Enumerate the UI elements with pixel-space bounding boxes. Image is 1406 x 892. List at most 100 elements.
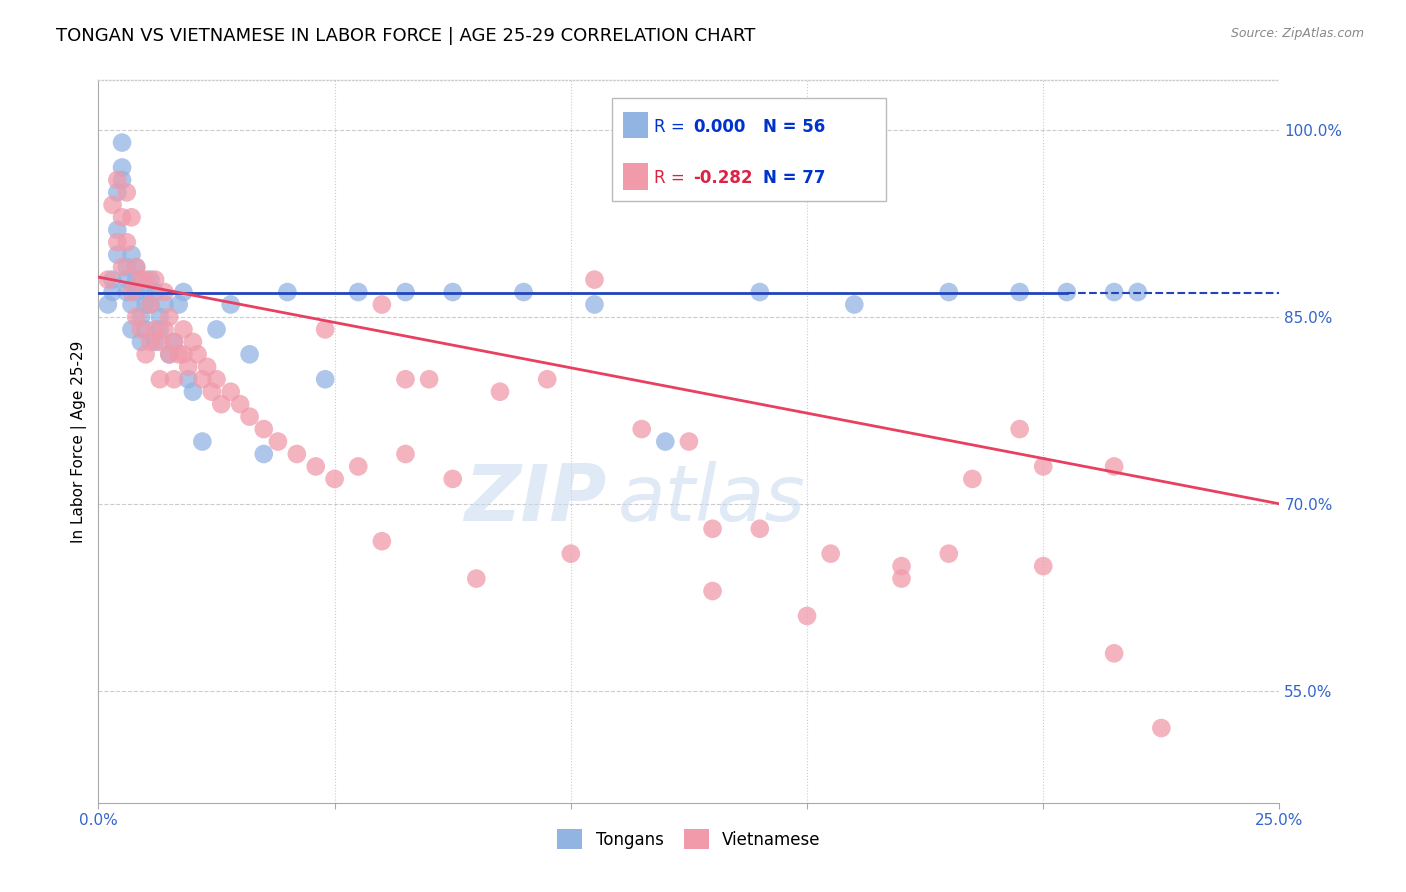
Point [129, 272, 152, 286]
Text: TONGAN VS VIETNAMESE IN LABOR FORCE | AGE 25-29 CORRELATION CHART: TONGAN VS VIETNAMESE IN LABOR FORCE | AG… [56, 27, 755, 45]
Text: R =: R = [654, 169, 690, 187]
Point [441, 285, 464, 299]
Point [139, 297, 162, 311]
Point [163, 372, 186, 386]
Point [181, 384, 204, 399]
Point [702, 522, 724, 536]
Point [314, 372, 336, 386]
Point [105, 173, 128, 187]
Point [465, 572, 488, 586]
Point [394, 447, 416, 461]
Point [121, 211, 143, 225]
Point [285, 447, 308, 461]
Text: -0.282: -0.282 [693, 169, 752, 187]
Point [149, 334, 172, 349]
Point [219, 384, 242, 399]
Point [157, 347, 180, 361]
Point [125, 272, 148, 286]
Point [135, 285, 157, 299]
Point [157, 347, 180, 361]
Point [347, 285, 370, 299]
Point [1150, 721, 1173, 735]
Point [121, 248, 143, 262]
Point [418, 372, 440, 386]
Point [153, 297, 176, 311]
Point [172, 347, 194, 361]
Point [121, 285, 143, 299]
Point [560, 547, 582, 561]
Point [583, 272, 606, 286]
Y-axis label: In Labor Force | Age 25-29: In Labor Force | Age 25-29 [72, 341, 87, 542]
Point [111, 173, 134, 187]
Point [149, 322, 172, 336]
Point [121, 322, 143, 336]
Point [111, 260, 134, 274]
Point [1126, 285, 1149, 299]
Point [135, 347, 157, 361]
Point [111, 161, 134, 175]
Point [748, 285, 770, 299]
Point [371, 297, 394, 311]
Point [111, 136, 134, 150]
Point [115, 272, 138, 286]
Point [125, 260, 148, 274]
Point [489, 384, 512, 399]
Point [201, 384, 224, 399]
Text: Source: ZipAtlas.com: Source: ZipAtlas.com [1230, 27, 1364, 40]
Point [583, 297, 606, 311]
Point [105, 223, 128, 237]
Point [135, 272, 157, 286]
Point [157, 310, 180, 324]
Point [678, 434, 700, 449]
Point [305, 459, 328, 474]
Point [105, 186, 128, 200]
Point [536, 372, 558, 386]
Point [205, 322, 228, 336]
Point [115, 235, 138, 250]
Point [129, 310, 152, 324]
Point [181, 334, 204, 349]
Point [938, 547, 960, 561]
Point [101, 198, 124, 212]
Text: N = 56: N = 56 [763, 118, 825, 136]
Point [267, 434, 290, 449]
Point [1032, 559, 1054, 574]
Point [1008, 422, 1031, 436]
Point [962, 472, 984, 486]
Point [111, 211, 134, 225]
Point [205, 372, 228, 386]
Point [253, 422, 276, 436]
Point [323, 472, 346, 486]
Point [125, 285, 148, 299]
Point [1008, 285, 1031, 299]
Point [844, 297, 866, 311]
Point [121, 297, 143, 311]
Point [890, 559, 912, 574]
Point [229, 397, 252, 411]
Point [1102, 459, 1125, 474]
Point [135, 322, 157, 336]
Point [143, 322, 166, 336]
Point [394, 372, 416, 386]
Point [702, 584, 724, 599]
Point [1102, 285, 1125, 299]
Point [1102, 646, 1125, 660]
Point [125, 310, 148, 324]
Point [105, 248, 128, 262]
Point [394, 285, 416, 299]
Point [253, 447, 276, 461]
Point [239, 347, 262, 361]
Point [191, 434, 214, 449]
Point [796, 609, 818, 624]
Point [129, 334, 152, 349]
Point [938, 285, 960, 299]
Point [101, 285, 124, 299]
Point [139, 297, 162, 311]
Legend: Tongans, Vietnamese: Tongans, Vietnamese [551, 822, 827, 856]
Point [209, 397, 232, 411]
Text: 0.000: 0.000 [693, 118, 745, 136]
Point [748, 522, 770, 536]
Point [177, 372, 200, 386]
Point [125, 260, 148, 274]
Point [167, 347, 190, 361]
